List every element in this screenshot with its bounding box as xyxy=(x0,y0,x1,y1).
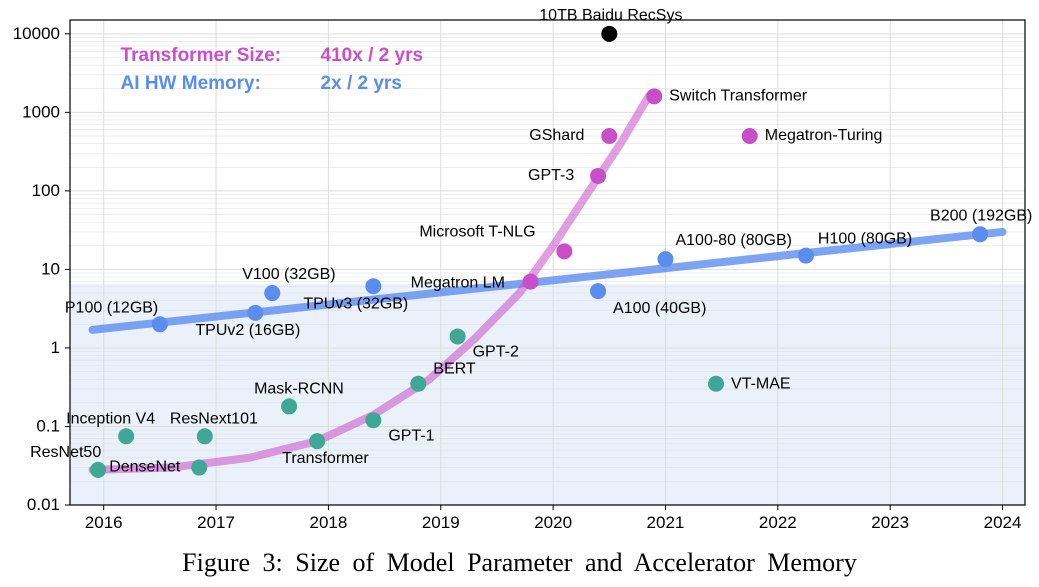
svg-text:2021: 2021 xyxy=(647,513,685,532)
chart-container: 0.01 0.1 1 10 100 1000 10000 2016 2017 2018 2019 20… xyxy=(0,0,1039,540)
svg-text:2x / 2 yrs: 2x / 2 yrs xyxy=(321,73,402,94)
svg-text:2022: 2022 xyxy=(759,513,797,532)
svg-text:GPT-1: GPT-1 xyxy=(388,427,434,444)
svg-text:0.01: 0.01 xyxy=(27,495,60,514)
svg-text:2017: 2017 xyxy=(197,513,235,532)
svg-text:H100 (80GB): H100 (80GB) xyxy=(818,231,912,248)
svg-text:BERT: BERT xyxy=(433,361,476,378)
svg-text:B200 (192GB): B200 (192GB) xyxy=(930,207,1032,224)
svg-text:2016: 2016 xyxy=(85,513,123,532)
svg-text:Mask-RCNN: Mask-RCNN xyxy=(254,380,344,397)
svg-text:TPUv2 (16GB): TPUv2 (16GB) xyxy=(195,322,300,339)
svg-text:DenseNet: DenseNet xyxy=(109,459,181,476)
chart-svg: 0.01 0.1 1 10 100 1000 10000 2016 2017 2018 2019 20… xyxy=(0,0,1039,540)
svg-text:Microsoft T-NLG: Microsoft T-NLG xyxy=(419,223,535,240)
svg-text:ResNet50: ResNet50 xyxy=(30,444,101,461)
svg-text:1: 1 xyxy=(51,338,60,357)
svg-text:100: 100 xyxy=(32,181,60,200)
svg-text:V100 (32GB): V100 (32GB) xyxy=(242,266,335,283)
svg-text:10000: 10000 xyxy=(13,24,60,43)
svg-text:0.1: 0.1 xyxy=(36,416,60,435)
svg-text:2020: 2020 xyxy=(534,513,572,532)
svg-text:P100 (12GB): P100 (12GB) xyxy=(65,299,158,316)
svg-text:VT-MAE: VT-MAE xyxy=(731,376,791,393)
svg-text:2019: 2019 xyxy=(422,513,460,532)
svg-text:2023: 2023 xyxy=(871,513,909,532)
svg-text:GPT-2: GPT-2 xyxy=(473,343,519,360)
svg-text:Megatron LM: Megatron LM xyxy=(411,275,505,292)
svg-text:Switch Transformer: Switch Transformer xyxy=(669,87,807,104)
svg-text:2018: 2018 xyxy=(309,513,347,532)
svg-text:A100 (40GB): A100 (40GB) xyxy=(613,300,706,317)
svg-text:2024: 2024 xyxy=(984,513,1022,532)
svg-text:10: 10 xyxy=(41,259,60,278)
svg-text:410x / 2 yrs: 410x / 2 yrs xyxy=(321,45,423,66)
svg-text:TPUv3 (32GB): TPUv3 (32GB) xyxy=(303,295,408,312)
svg-text:AI HW Memory:: AI HW Memory: xyxy=(121,73,261,94)
svg-text:A100-80 (80GB): A100-80 (80GB) xyxy=(675,232,792,249)
svg-text:Inception V4: Inception V4 xyxy=(66,410,155,427)
svg-text:GShard: GShard xyxy=(529,127,584,144)
svg-text:ResNext101: ResNext101 xyxy=(170,410,258,427)
svg-text:Transformer Size:: Transformer Size: xyxy=(121,45,282,66)
svg-text:Transformer: Transformer xyxy=(282,450,369,467)
svg-text:GPT-3: GPT-3 xyxy=(528,167,574,184)
svg-text:10TB Baidu RecSys: 10TB Baidu RecSys xyxy=(539,7,682,24)
figure-caption: Figure 3: Size of Model Parameter and Ac… xyxy=(0,540,1039,578)
svg-text:Megatron-Turing: Megatron-Turing xyxy=(765,127,883,144)
svg-text:1000: 1000 xyxy=(22,102,60,121)
